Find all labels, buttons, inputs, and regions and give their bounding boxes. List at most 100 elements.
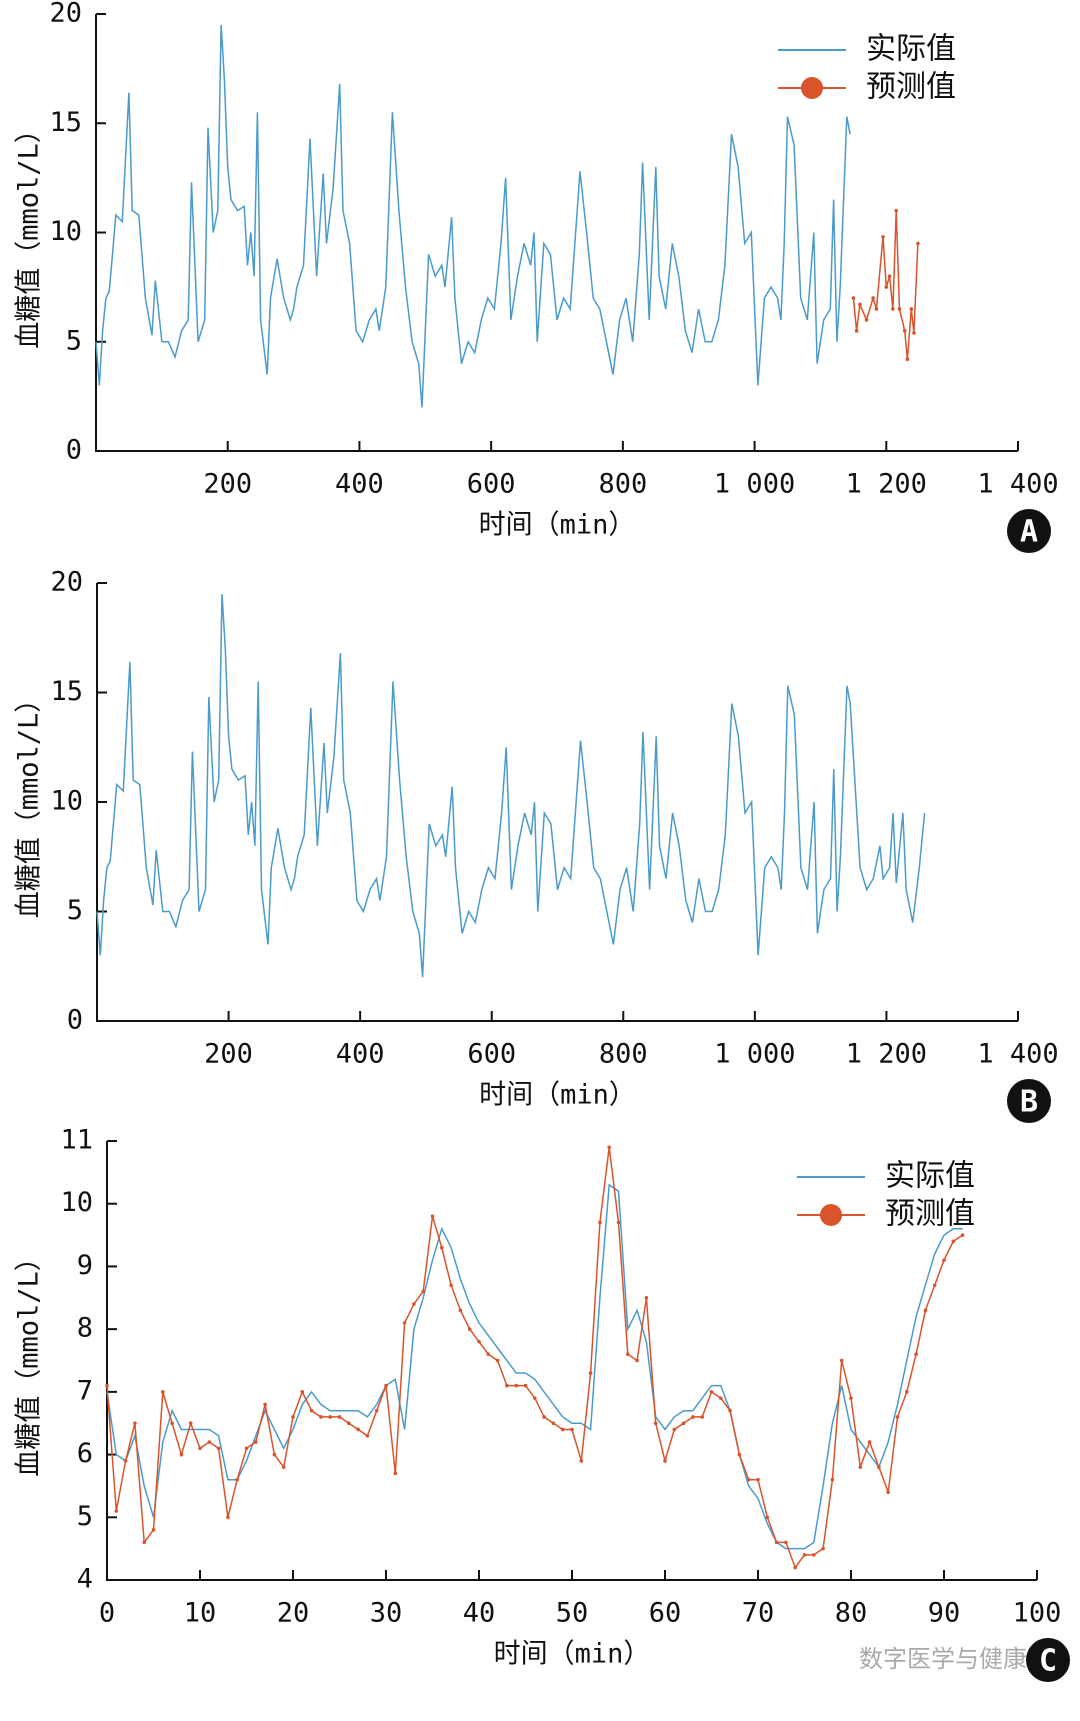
- point: [851, 296, 856, 300]
- point: [272, 1452, 277, 1457]
- point: [319, 1415, 323, 1419]
- x-tick-label: 200: [204, 1039, 253, 1070]
- point: [884, 285, 889, 289]
- y-tick-label: 20: [50, 567, 83, 598]
- x-tick-label: 400: [336, 1039, 385, 1070]
- legend-label: 预测值: [885, 1197, 975, 1232]
- point: [942, 1258, 946, 1262]
- point: [886, 1490, 890, 1494]
- x-axis-label: 时间（min）: [479, 1080, 636, 1111]
- point: [226, 1515, 230, 1520]
- point: [356, 1427, 360, 1432]
- chart: 200 400 600 800 1 000 1 200 1 400 0 5 10 15 20 时间（mi…: [14, 567, 1059, 1123]
- point: [384, 1383, 388, 1388]
- x-tick-label: 20: [277, 1598, 310, 1629]
- point: [300, 1390, 305, 1394]
- point: [858, 302, 862, 307]
- y-tick-label: 5: [67, 895, 83, 926]
- point: [281, 1465, 286, 1469]
- point: [179, 1452, 184, 1457]
- point: [458, 1308, 463, 1313]
- panel-badge: [1026, 1638, 1070, 1682]
- x-tick-label: 600: [467, 1039, 516, 1070]
- y-axis-label: 血糖值（mmol/L）: [14, 686, 45, 919]
- point: [887, 274, 892, 279]
- y-tick-label: 5: [77, 1501, 93, 1532]
- point: [533, 1396, 537, 1400]
- point: [523, 1383, 528, 1388]
- x-axis-label: 时间（min）: [494, 1639, 651, 1670]
- point: [551, 1421, 556, 1426]
- panel-badge: [1007, 1079, 1051, 1123]
- point: [894, 208, 898, 213]
- point: [858, 1465, 863, 1469]
- series-line: [106, 1183, 963, 1550]
- panel-label: B: [1020, 1085, 1038, 1120]
- point: [960, 1233, 965, 1237]
- point: [830, 1477, 835, 1482]
- point: [871, 296, 875, 300]
- point: [393, 1471, 398, 1476]
- x-tick-label: 50: [556, 1598, 589, 1629]
- point: [207, 1440, 212, 1444]
- point: [560, 1427, 565, 1432]
- x-tick-label: 60: [649, 1598, 682, 1629]
- y-tick-label: 8: [77, 1313, 93, 1344]
- point: [616, 1220, 621, 1225]
- point: [653, 1421, 658, 1426]
- chart: 0 10 20 30 40 50 60 70 80 90 100 4 5 6 7 8 9 10 11 时间（min） 血…: [14, 1125, 1070, 1682]
- point: [905, 357, 910, 362]
- point: [719, 1396, 723, 1400]
- point: [440, 1245, 444, 1250]
- point: [854, 329, 859, 333]
- y-tick-label: 0: [67, 1005, 83, 1036]
- point: [588, 1371, 593, 1375]
- point: [598, 1220, 602, 1225]
- point: [635, 1358, 639, 1363]
- x-tick-label: 600: [467, 469, 516, 500]
- point: [756, 1477, 760, 1482]
- point: [188, 1421, 193, 1426]
- point: [821, 1546, 825, 1551]
- point: [291, 1415, 295, 1419]
- x-tick-label: 70: [742, 1598, 775, 1629]
- point: [374, 1408, 379, 1413]
- y-tick-label: 5: [66, 325, 82, 356]
- point: [421, 1289, 426, 1294]
- panel-label: A: [1020, 515, 1038, 550]
- series-line: [852, 210, 919, 360]
- x-axis-label: 时间（min）: [479, 510, 636, 541]
- point: [700, 1415, 704, 1419]
- legend-marker: [820, 1204, 842, 1226]
- y-axis-label: 血糖值（mmol/L）: [14, 116, 45, 349]
- point: [881, 235, 885, 239]
- point: [254, 1440, 258, 1444]
- axis-frame: [96, 583, 1018, 1022]
- x-tick-label: 1 400: [977, 1039, 1058, 1070]
- point: [123, 1459, 128, 1463]
- point: [839, 1358, 844, 1363]
- y-tick-label: 20: [49, 0, 82, 29]
- point: [244, 1446, 249, 1451]
- legend-label: 实际值: [866, 32, 956, 67]
- point: [133, 1421, 137, 1426]
- x-tick-label: 80: [835, 1598, 868, 1629]
- series-line: [96, 593, 926, 978]
- point: [905, 1390, 909, 1394]
- y-tick-label: 10: [50, 786, 83, 817]
- x-tick-label: 10: [184, 1598, 217, 1629]
- x-tick-label: 100: [1013, 1598, 1062, 1629]
- point: [365, 1433, 370, 1438]
- y-tick-label: 6: [77, 1438, 93, 1469]
- point: [347, 1421, 351, 1426]
- point: [877, 1465, 881, 1469]
- point: [902, 329, 907, 333]
- x-tick-label: 800: [598, 469, 647, 500]
- point: [570, 1427, 574, 1432]
- point: [105, 1383, 109, 1388]
- point: [607, 1145, 611, 1150]
- point: [514, 1383, 518, 1388]
- point: [916, 241, 920, 246]
- point: [691, 1415, 695, 1419]
- panel-badge: [1007, 509, 1051, 553]
